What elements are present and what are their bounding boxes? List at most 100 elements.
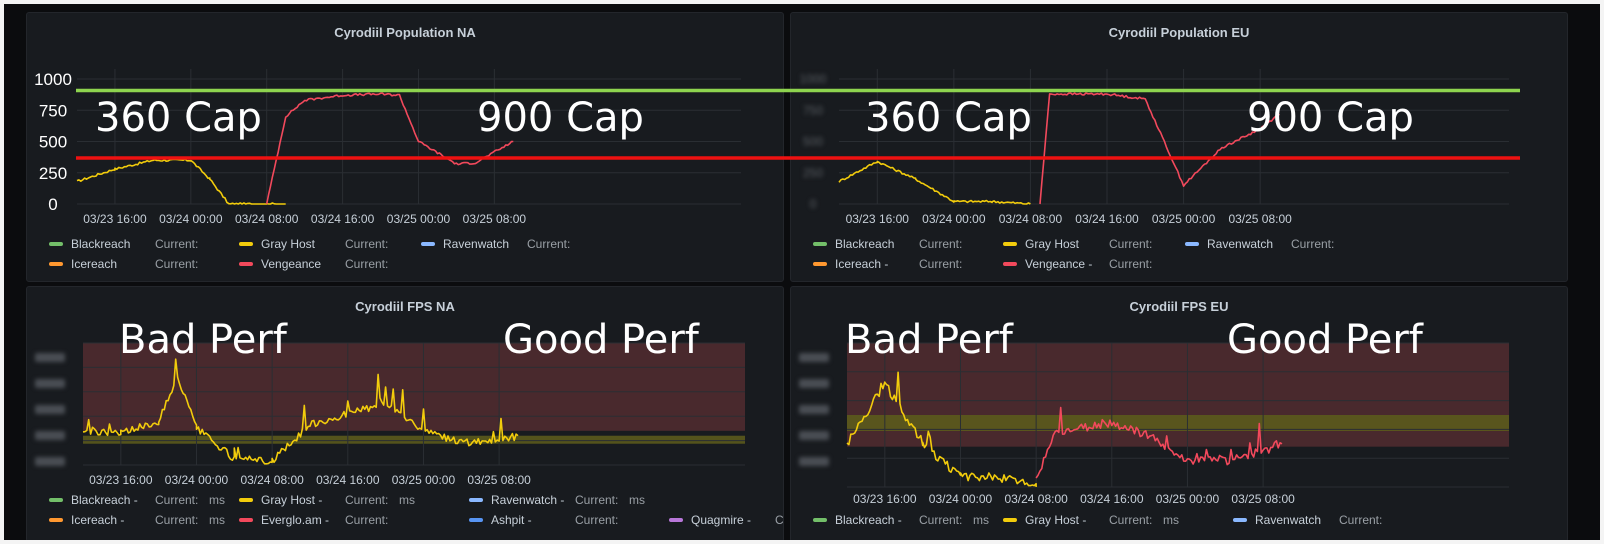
chart-fps-na: 03/23 16:00 03/24 00:00 03/24 08:00 03/24 1… xyxy=(35,317,745,487)
legend-series-name: Vengeance xyxy=(261,257,322,271)
legend-current-label: Current: xyxy=(155,237,199,251)
legend-item[interactable]: Ravenwatch xyxy=(1185,237,1273,251)
x-tick-label: 03/24 00:00 xyxy=(159,212,223,226)
legend-item[interactable]: Blackreach - xyxy=(813,513,902,527)
legend-current-label: Current: xyxy=(345,493,389,507)
legend-swatch xyxy=(669,517,683,522)
legend-item[interactable]: Icereach - xyxy=(49,513,124,527)
panel-title[interactable]: Cyrodiil FPS EU xyxy=(1129,299,1229,314)
panel-population-eu[interactable]: Cyrodiil Population EU 03/23 16:00 03/24 … xyxy=(790,12,1568,282)
series-line-gray-host xyxy=(82,358,519,465)
legend-row: Blackreach Current: Gray Host Current: Raven… xyxy=(49,237,777,257)
legend-swatch xyxy=(239,261,253,266)
legend-unit: ms xyxy=(399,493,415,507)
x-tick-label: 03/24 08:00 xyxy=(1004,492,1068,506)
legend-item[interactable]: Icereach - xyxy=(813,257,888,271)
panel-fps-eu[interactable]: Cyrodiil FPS EU 03/23 16:00 03/24 00:00 03… xyxy=(790,286,1568,540)
x-tick-label: 03/25 08:00 xyxy=(1228,212,1292,226)
legend-item[interactable]: Ravenwatch xyxy=(1233,513,1321,527)
blurred-y-tick xyxy=(35,405,65,414)
blurred-y-tick: 1000 xyxy=(800,72,827,86)
legend-item[interactable]: Gray Host - xyxy=(1003,513,1086,527)
series-line-vengeance xyxy=(1035,406,1283,479)
legend-swatch xyxy=(49,517,63,522)
annotation-right: 900 Cap xyxy=(1247,95,1414,141)
annotation-left: Bad Perf xyxy=(845,317,1014,363)
legend-swatch xyxy=(421,241,435,246)
legend-swatch xyxy=(469,517,483,522)
annotation-right: Good Perf xyxy=(1227,317,1424,363)
panel-title[interactable]: Cyrodiil Population NA xyxy=(334,25,476,40)
series-line-gray-host xyxy=(846,371,1037,487)
legend-current-label: Current: xyxy=(345,237,389,251)
legend: Blackreach - Current: ms Gray Host - Current… xyxy=(49,493,783,533)
annotation-left: Bad Perf xyxy=(119,317,288,363)
blurred-y-tick xyxy=(35,379,65,388)
legend-item[interactable]: Blackreach - xyxy=(49,493,138,507)
annotation-right: Good Perf xyxy=(503,317,700,363)
legend-current-label: Current: xyxy=(919,513,963,527)
legend-series-name: Icereach - xyxy=(71,513,125,527)
legend-current-label: Current: xyxy=(1291,237,1335,251)
x-tick-label: 03/24 16:00 xyxy=(1080,492,1144,506)
legend-swatch xyxy=(813,261,827,266)
legend-item[interactable]: Quagmire - xyxy=(669,513,751,527)
legend-item[interactable]: Vengeance xyxy=(239,257,321,271)
legend-item[interactable]: Icereach xyxy=(49,257,117,271)
legend-swatch xyxy=(239,241,253,246)
legend: Blackreach Current: Gray Host Current: Raven… xyxy=(813,237,1561,277)
series-line-gray-host xyxy=(838,160,1031,205)
x-tick-label: 03/24 16:00 xyxy=(311,212,375,226)
legend-item[interactable]: Gray Host xyxy=(1003,237,1079,251)
x-tick-label: 03/25 08:00 xyxy=(463,212,527,226)
panel-title[interactable]: Cyrodiil FPS NA xyxy=(355,299,455,314)
legend-item[interactable]: Vengeance - xyxy=(1003,257,1092,271)
legend-current-label: Current: xyxy=(1339,513,1383,527)
blurred-y-tick: 250 xyxy=(803,166,823,180)
y-tick-label: 0 xyxy=(48,195,57,214)
blurred-y-tick xyxy=(799,353,829,362)
legend-item[interactable]: Gray Host xyxy=(239,237,315,251)
legend-unit: ms xyxy=(209,513,225,527)
blurred-y-tick: 0 xyxy=(810,197,817,211)
blurred-y-tick xyxy=(799,379,829,388)
legend-swatch xyxy=(813,517,827,522)
x-tick-label: 03/25 00:00 xyxy=(392,473,456,487)
blurred-y-tick xyxy=(799,431,829,440)
y-tick-label: 500 xyxy=(39,133,67,152)
legend-series-name: Icereach xyxy=(71,257,118,271)
legend-item[interactable]: Everglo.am - xyxy=(239,513,329,527)
x-tick-label: 03/25 00:00 xyxy=(1152,212,1216,226)
x-tick-label: 03/25 00:00 xyxy=(387,212,451,226)
legend-item[interactable]: Gray Host - xyxy=(239,493,322,507)
warning-threshold-band xyxy=(83,435,745,444)
legend-item[interactable]: Ravenwatch xyxy=(421,237,509,251)
series-line-vengeance xyxy=(265,92,514,205)
legend-series-name: Blackreach xyxy=(71,237,131,251)
legend-swatch xyxy=(1003,241,1017,246)
y-tick-label: 1000 xyxy=(34,70,72,89)
blurred-y-tick xyxy=(35,431,65,440)
legend-current-label: Current: xyxy=(919,237,963,251)
legend-current-label: Current: xyxy=(155,257,199,271)
panel-title[interactable]: Cyrodiil Population EU xyxy=(1108,25,1250,40)
annotation-left: 360 Cap xyxy=(95,95,262,141)
legend-series-name: Blackreach xyxy=(835,237,895,251)
legend-item[interactable]: Blackreach xyxy=(49,237,130,251)
legend-row: Icereach - Current: ms Everglo.am - Current:… xyxy=(49,513,783,533)
x-tick-label: 03/25 00:00 xyxy=(1156,492,1220,506)
legend-row: Icereach Current: Vengeance Current: xyxy=(49,257,777,277)
panel-population-na[interactable]: Cyrodiil Population NA 03/23 16:00 03/24 … xyxy=(26,12,784,282)
legend-series-name: Icereach - xyxy=(835,257,889,271)
panel-fps-na[interactable]: Cyrodiil FPS NA 03/23 16:00 03/24 00:00 03… xyxy=(26,286,784,540)
legend-series-name: Gray Host xyxy=(261,237,316,251)
legend-item[interactable]: Blackreach xyxy=(813,237,894,251)
legend-unit: ms xyxy=(1163,513,1179,527)
legend: Blackreach - Current: ms Gray Host - Current… xyxy=(813,513,1561,533)
x-tick-label: 03/24 16:00 xyxy=(1075,212,1139,226)
legend-item[interactable]: Ashpit - xyxy=(469,513,532,527)
legend-swatch xyxy=(1185,241,1199,246)
legend-item[interactable]: Ravenwatch - xyxy=(469,493,564,507)
y-tick-label: 750 xyxy=(39,101,67,120)
legend-series-name: Gray Host - xyxy=(1025,513,1087,527)
